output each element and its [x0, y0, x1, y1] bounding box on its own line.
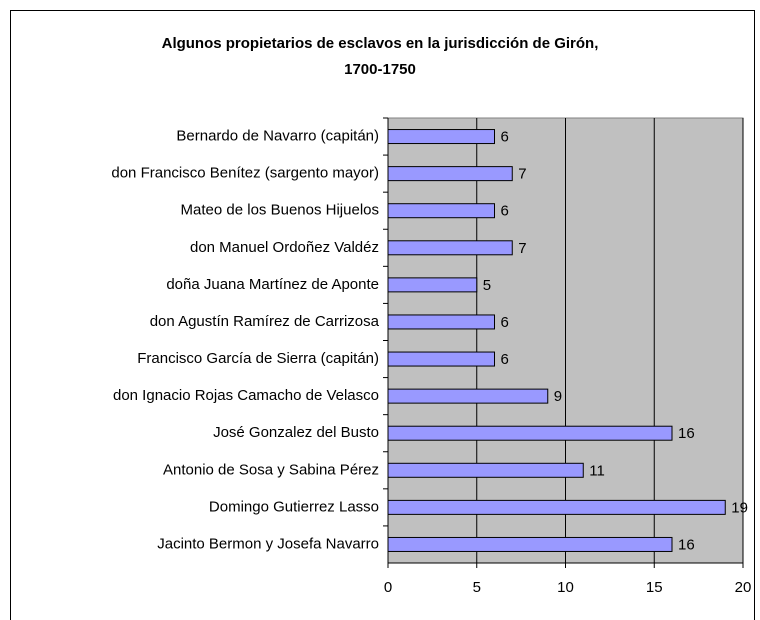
y-tick-label: José Gonzalez del Busto	[213, 424, 379, 441]
value-label: 11	[589, 462, 605, 479]
y-tick-label: don Francisco Benítez (sargento mayor)	[111, 165, 379, 182]
bar	[387, 166, 513, 182]
value-label: 7	[518, 166, 526, 183]
bar	[387, 240, 513, 256]
bar	[387, 462, 584, 478]
x-tick-label: 15	[646, 579, 663, 596]
y-tick-label: Jacinto Bermon y Josefa Navarro	[157, 535, 379, 552]
y-tick-label: don Ignacio Rojas Camacho de Velasco	[113, 387, 379, 404]
chart-title: 1700-1750	[344, 61, 416, 78]
chart-frame	[10, 10, 755, 620]
value-label: 7	[518, 240, 526, 257]
x-tick-label: 5	[473, 579, 481, 596]
y-tick-label: doña Juana Martínez de Aponte	[166, 276, 379, 293]
value-label: 5	[483, 277, 491, 294]
y-tick-label: Bernardo de Navarro (capitán)	[176, 128, 379, 145]
bar	[387, 388, 549, 404]
y-tick-label: Antonio de Sosa y Sabina Pérez	[163, 461, 379, 478]
chart-title: Algunos propietarios de esclavos en la j…	[162, 35, 599, 52]
value-label: 6	[501, 314, 509, 331]
bar	[387, 536, 673, 552]
bar	[387, 277, 478, 293]
bar	[387, 351, 495, 367]
bar	[387, 203, 495, 219]
y-tick-label: Domingo Gutierrez Lasso	[209, 498, 379, 515]
bar	[387, 129, 495, 145]
bar	[387, 314, 495, 330]
value-label: 6	[501, 129, 509, 146]
value-label: 16	[678, 425, 695, 442]
value-label: 6	[501, 203, 509, 220]
y-tick-label: don Agustín Ramírez de Carrizosa	[150, 313, 380, 330]
x-tick-label: 0	[384, 579, 392, 596]
value-label: 9	[554, 388, 562, 405]
x-tick-label: 10	[557, 579, 574, 596]
value-label: 16	[678, 536, 695, 553]
y-tick-label: Francisco García de Sierra (capitán)	[137, 350, 379, 367]
value-label: 6	[501, 351, 509, 368]
bar	[387, 499, 726, 515]
x-tick-label: 20	[735, 579, 752, 596]
bar	[387, 425, 673, 441]
y-tick-label: don Manuel Ordoñez Valdéz	[190, 239, 379, 256]
y-tick-label: Mateo de los Buenos Hijuelos	[181, 202, 379, 219]
value-label: 19	[731, 499, 748, 516]
